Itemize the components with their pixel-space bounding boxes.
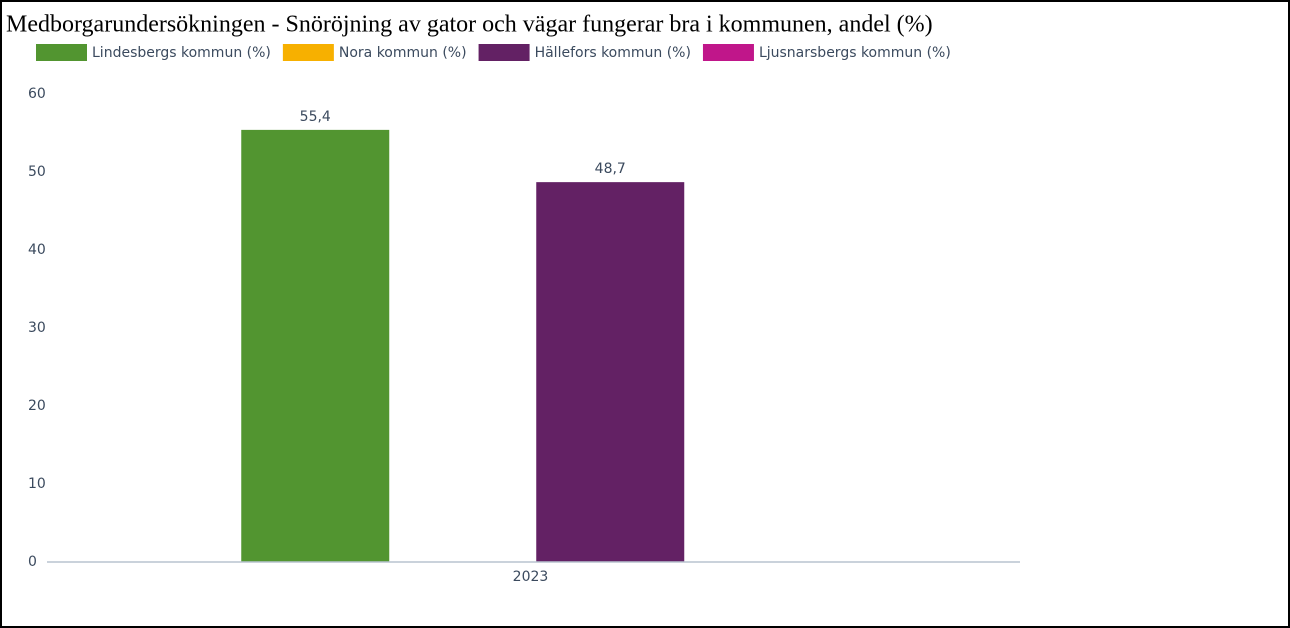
y-tick-label: 30	[28, 320, 46, 336]
y-tick-label: 60	[28, 86, 46, 102]
y-tick-label: 40	[28, 242, 46, 258]
legend-swatch	[702, 44, 754, 61]
legend-label: Lindesbergs kommun (%)	[92, 45, 271, 61]
bar	[241, 129, 390, 562]
y-tick-label: 10	[28, 476, 46, 492]
legend-swatch	[282, 44, 334, 61]
value-label: 48,7	[595, 161, 626, 177]
x-tick-label: 2023	[513, 569, 549, 585]
y-tick-label: 20	[28, 398, 46, 414]
y-tick-label: 50	[28, 164, 46, 180]
legend-swatch	[478, 44, 530, 61]
value-label: 55,4	[300, 109, 331, 125]
legend-label: Ljusnarsbergs kommun (%)	[759, 45, 951, 61]
legend-swatch	[36, 44, 87, 61]
chart-title: Medborgarundersökningen - Snöröjning av …	[6, 12, 933, 38]
legend-label: Hällefors kommun (%)	[535, 45, 691, 61]
bar	[536, 182, 685, 562]
y-tick-label: 0	[28, 554, 37, 570]
legend-label: Nora kommun (%)	[339, 45, 467, 61]
